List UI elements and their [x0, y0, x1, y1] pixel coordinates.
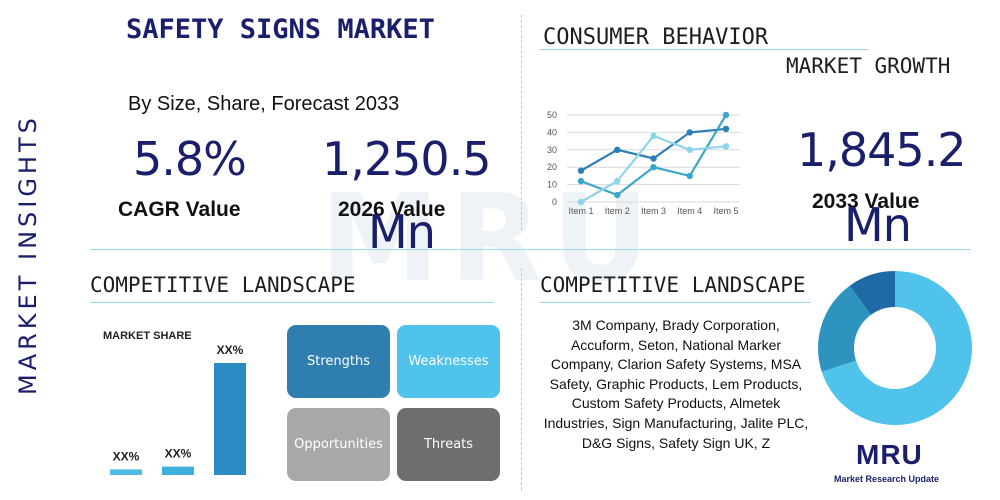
competitive-heading-right: COMPETITIVE LANDSCAPE [540, 273, 806, 297]
value-2033: 1,845.2 [797, 123, 967, 177]
series-point [577, 167, 585, 174]
series-point [722, 111, 730, 119]
bar-chart-title: MARKET SHARE [103, 330, 192, 342]
line-chart: 0 10 20 30 40 50 Item 1 Item 2 Item 3 Item 4 Item… [547, 110, 740, 216]
swot-opportunities[interactable]: Opportunities [287, 408, 390, 481]
swot-threats[interactable]: Threats [397, 408, 500, 481]
bar [162, 466, 194, 475]
value-2033-unit: Mn [844, 198, 912, 252]
series-point [577, 177, 585, 185]
series-point [722, 125, 730, 133]
bar-chart: MARKET SHARE XX% XX% XX% [103, 330, 246, 475]
consumer-behavior-underline [540, 49, 868, 50]
y-tick-label: 20 [547, 162, 557, 172]
series-point [650, 164, 657, 171]
swot-weaknesses[interactable]: Weaknesses [397, 325, 500, 398]
side-label: MARKET INSIGHTS [14, 114, 42, 395]
x-tick-label: Item 2 [605, 206, 630, 216]
vertical-divider-lower [521, 268, 522, 490]
mru-logo: MRU Market Research Update [834, 439, 939, 484]
competitive-right-underline [540, 302, 810, 303]
series-point [614, 177, 621, 185]
x-tick-label: Item 5 [713, 206, 738, 216]
bar-data-label: XX% [217, 343, 244, 357]
series-line [580, 114, 727, 197]
value-2026: 1,250.5 [322, 132, 492, 186]
x-tick-label: Item 3 [641, 206, 666, 216]
series-point [686, 129, 693, 136]
x-tick-label: Item 4 [677, 206, 702, 216]
page-title: SAFETY SIGNS MARKET [126, 14, 435, 45]
y-tick-label: 0 [552, 197, 557, 207]
bar [110, 469, 142, 475]
cagr-value: 5.8% [133, 132, 247, 186]
bar [214, 363, 246, 475]
series-point [614, 146, 621, 153]
logo-text: MRU [856, 439, 923, 470]
logo-caption: Market Research Update [834, 474, 939, 484]
x-tick-label: Item 1 [568, 206, 593, 216]
vertical-divider [521, 15, 522, 230]
donut-slice [849, 271, 895, 315]
bar-data-label: XX% [165, 447, 192, 461]
page-subtitle: By Size, Share, Forecast 2033 [128, 93, 400, 115]
series-point [722, 143, 730, 150]
series-point [650, 155, 657, 162]
donut-chart [818, 271, 972, 425]
competitive-heading-left: COMPETITIVE LANDSCAPE [90, 273, 356, 297]
series-point [614, 191, 621, 199]
series-point [686, 172, 693, 180]
competitive-left-underline [90, 302, 494, 303]
consumer-behavior-heading: CONSUMER BEHAVIOR [543, 25, 769, 50]
series-point [650, 132, 657, 140]
companies-list: 3M Company, Brady Corporation, Accuform,… [543, 317, 809, 451]
value-2026-label: 2026 Value [338, 198, 446, 221]
y-tick-label: 40 [547, 127, 557, 137]
value-2026-unit: Mn [368, 205, 436, 259]
value-2033-label: 2033 Value [812, 190, 920, 213]
swot-strengths[interactable]: Strengths [287, 325, 390, 398]
y-tick-label: 10 [547, 180, 557, 190]
horizontal-divider [90, 249, 970, 250]
bar-data-label: XX% [113, 449, 140, 463]
series-point [686, 146, 693, 153]
donut-slice [818, 285, 871, 372]
donut-slice [821, 271, 972, 425]
cagr-label: CAGR Value [118, 198, 241, 221]
market-growth-heading: MARKET GROWTH [786, 54, 951, 78]
series-point [577, 198, 585, 206]
y-tick-label: 30 [547, 145, 557, 155]
y-tick-label: 50 [547, 110, 557, 120]
